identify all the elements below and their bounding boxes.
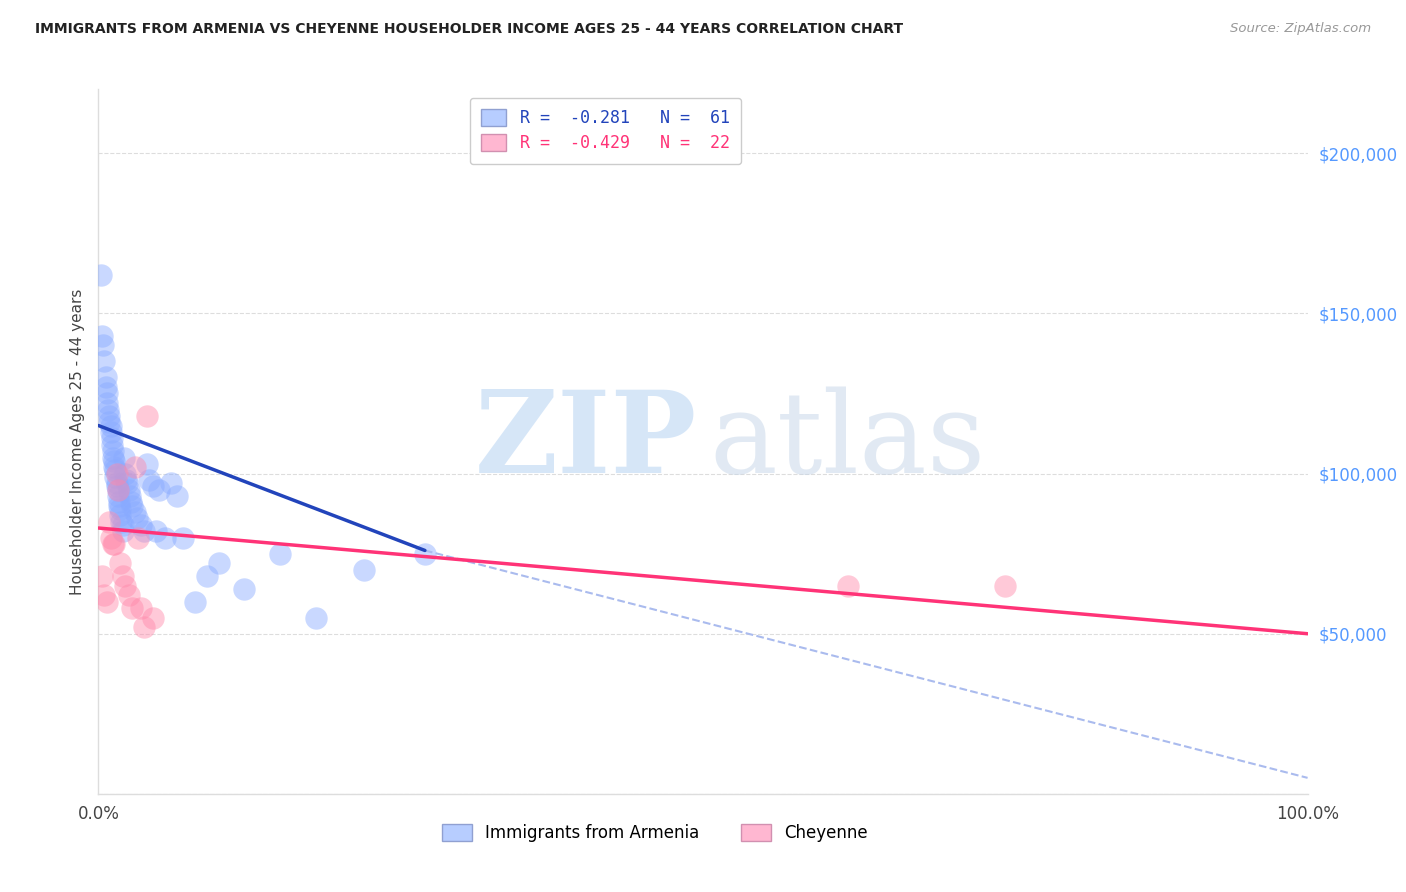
Immigrants from Armenia	[121, 499, 143, 513]
Cheyenne	[127, 531, 149, 545]
Immigrants from Armenia	[104, 463, 127, 477]
Immigrants from Armenia	[100, 438, 122, 452]
Immigrants from Armenia	[112, 450, 135, 465]
Immigrants from Armenia	[100, 418, 122, 433]
Immigrants from Armenia	[135, 457, 157, 471]
Immigrants from Armenia	[118, 483, 141, 497]
Cheyenne	[101, 537, 124, 551]
Immigrants from Armenia	[90, 268, 112, 282]
Immigrants from Armenia	[118, 489, 141, 503]
Y-axis label: Householder Income Ages 25 - 44 years: Householder Income Ages 25 - 44 years	[69, 288, 84, 595]
Immigrants from Armenia	[98, 409, 121, 423]
Immigrants from Armenia	[103, 454, 125, 468]
Immigrants from Armenia	[269, 547, 291, 561]
Text: ZIP: ZIP	[475, 386, 697, 497]
Immigrants from Armenia	[107, 489, 129, 503]
Cheyenne	[91, 569, 114, 583]
Immigrants from Armenia	[117, 476, 139, 491]
Text: Source: ZipAtlas.com: Source: ZipAtlas.com	[1230, 22, 1371, 36]
Immigrants from Armenia	[172, 531, 194, 545]
Immigrants from Armenia	[111, 517, 134, 532]
Cheyenne	[103, 537, 125, 551]
Cheyenne	[98, 515, 121, 529]
Immigrants from Armenia	[232, 582, 254, 596]
Immigrants from Armenia	[353, 563, 375, 577]
Immigrants from Armenia	[305, 610, 328, 624]
Immigrants from Armenia	[138, 473, 160, 487]
Cheyenne	[100, 531, 122, 545]
Immigrants from Armenia	[115, 473, 138, 487]
Immigrants from Armenia	[127, 511, 149, 525]
Cheyenne	[96, 595, 118, 609]
Immigrants from Armenia	[97, 402, 120, 417]
Immigrants from Armenia	[114, 467, 136, 481]
Cheyenne	[142, 610, 165, 624]
Immigrants from Armenia	[101, 450, 124, 465]
Immigrants from Armenia	[111, 524, 134, 539]
Immigrants from Armenia	[94, 370, 117, 384]
Text: IMMIGRANTS FROM ARMENIA VS CHEYENNE HOUSEHOLDER INCOME AGES 25 - 44 YEARS CORREL: IMMIGRANTS FROM ARMENIA VS CHEYENNE HOUS…	[35, 22, 903, 37]
Text: atlas: atlas	[709, 386, 986, 497]
Immigrants from Armenia	[124, 505, 146, 519]
Cheyenne	[121, 601, 143, 615]
Cheyenne	[105, 467, 128, 481]
Immigrants from Armenia	[96, 396, 118, 410]
Immigrants from Armenia	[145, 524, 167, 539]
Immigrants from Armenia	[104, 469, 127, 483]
Immigrants from Armenia	[108, 501, 131, 516]
Immigrants from Armenia	[105, 476, 128, 491]
Immigrants from Armenia	[134, 524, 156, 539]
Immigrants from Armenia	[195, 569, 218, 583]
Immigrants from Armenia	[108, 499, 131, 513]
Immigrants from Armenia	[120, 495, 142, 509]
Immigrants from Armenia	[108, 495, 131, 509]
Legend: Immigrants from Armenia, Cheyenne: Immigrants from Armenia, Cheyenne	[434, 817, 875, 849]
Cheyenne	[111, 569, 134, 583]
Immigrants from Armenia	[98, 415, 121, 429]
Immigrants from Armenia	[105, 479, 128, 493]
Cheyenne	[114, 579, 136, 593]
Immigrants from Armenia	[166, 489, 188, 503]
Cheyenne	[107, 483, 129, 497]
Immigrants from Armenia	[184, 595, 207, 609]
Cheyenne	[93, 588, 115, 602]
Cheyenne	[108, 556, 131, 570]
Cheyenne	[124, 460, 146, 475]
Immigrants from Armenia	[100, 431, 122, 445]
Immigrants from Armenia	[107, 483, 129, 497]
Immigrants from Armenia	[129, 517, 152, 532]
Immigrants from Armenia	[94, 380, 117, 394]
Immigrants from Armenia	[148, 483, 170, 497]
Cheyenne	[994, 579, 1017, 593]
Immigrants from Armenia	[91, 338, 114, 352]
Cheyenne	[135, 409, 157, 423]
Immigrants from Armenia	[142, 479, 165, 493]
Cheyenne	[129, 601, 152, 615]
Cheyenne	[134, 620, 156, 634]
Immigrants from Armenia	[208, 556, 231, 570]
Immigrants from Armenia	[153, 531, 176, 545]
Immigrants from Armenia	[100, 425, 122, 439]
Cheyenne	[118, 588, 141, 602]
Cheyenne	[837, 579, 859, 593]
Immigrants from Armenia	[108, 508, 131, 523]
Immigrants from Armenia	[96, 386, 118, 401]
Immigrants from Armenia	[93, 354, 115, 368]
Immigrants from Armenia	[160, 476, 183, 491]
Immigrants from Armenia	[101, 444, 124, 458]
Immigrants from Armenia	[110, 515, 132, 529]
Immigrants from Armenia	[91, 328, 114, 343]
Immigrants from Armenia	[413, 547, 436, 561]
Immigrants from Armenia	[103, 460, 125, 475]
